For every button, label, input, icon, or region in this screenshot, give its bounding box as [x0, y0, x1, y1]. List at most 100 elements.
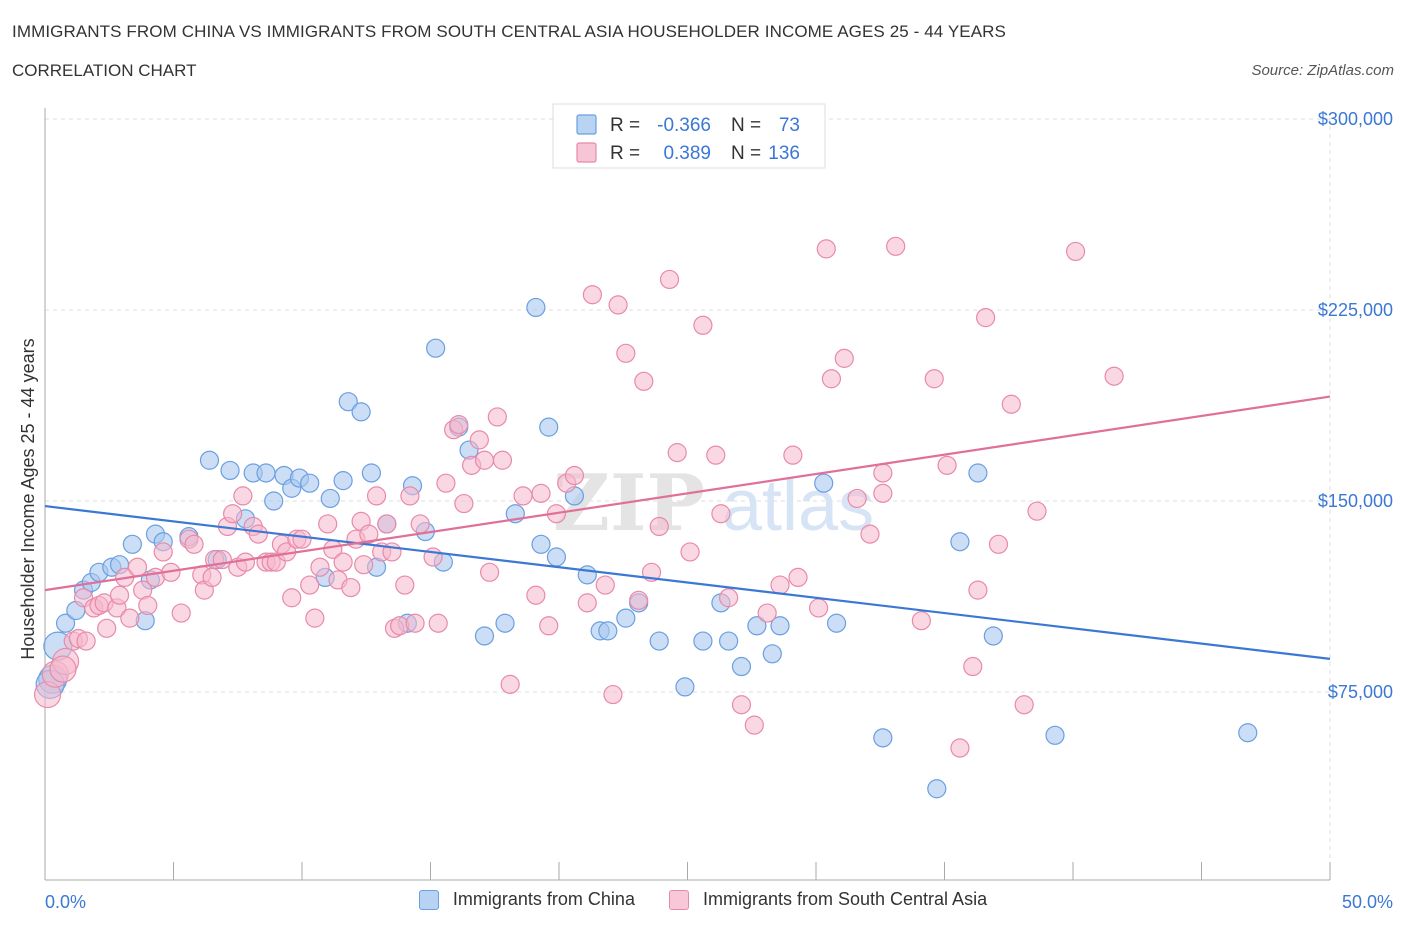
sca-point-109	[788, 567, 808, 588]
china-point-42	[495, 613, 515, 633]
sca-point-22	[171, 603, 191, 623]
china-point-37	[426, 338, 446, 358]
legend-item-china[interactable]: Immigrants from China	[418, 889, 635, 910]
sca-point-16	[127, 557, 148, 577]
sca-point-71	[449, 415, 469, 435]
china-point-55	[675, 677, 695, 697]
trend-line-china	[44, 505, 1331, 660]
y-tick-label-1: $150,000	[1318, 491, 1393, 511]
sca-point-46	[305, 608, 325, 628]
sca-point-15	[120, 608, 140, 628]
sca-point-24	[184, 534, 204, 554]
china-point-25	[300, 473, 320, 493]
sca-point-91	[608, 295, 628, 315]
legend-box-swatch-1	[576, 142, 597, 163]
legend-box-n-value-1: 136	[768, 143, 800, 164]
china-point-17	[220, 460, 240, 481]
sca-point-80	[513, 486, 533, 506]
china-point-41	[474, 626, 495, 646]
china-point-63	[814, 473, 834, 493]
sca-point-42	[282, 588, 302, 608]
sca-point-89	[595, 575, 615, 595]
chart-subtitle: CORRELATION CHART	[12, 61, 197, 80]
sca-point-111	[821, 369, 842, 389]
sca-point-82	[531, 483, 551, 503]
sca-point-106	[757, 603, 777, 623]
china-point-64	[826, 613, 847, 633]
sca-point-104	[731, 695, 752, 715]
sca-point-124	[988, 534, 1009, 554]
china-point-58	[719, 631, 739, 651]
sca-point-52	[341, 577, 361, 598]
y-axis-title: Householder Income Ages 25 - 44 years	[18, 338, 38, 659]
china-point-56	[693, 631, 713, 651]
legend-item-sca[interactable]: Immigrants from South Central Asia	[668, 889, 987, 910]
sca-point-63	[395, 575, 415, 595]
sca-point-98	[667, 443, 687, 463]
sca-point-57	[366, 486, 387, 506]
china-point-45	[531, 534, 551, 554]
sca-point-55	[354, 555, 374, 575]
china-point-68	[968, 463, 988, 483]
legend-label-china: Immigrants from China	[452, 889, 635, 909]
sca-point-115	[873, 483, 893, 503]
legend-box-swatch-0	[576, 114, 597, 135]
legend-swatch-sca	[668, 889, 689, 910]
sca-point-117	[911, 611, 931, 631]
sca-point-68	[428, 613, 448, 633]
legend-box-frame	[552, 103, 826, 169]
sca-point-48	[318, 514, 338, 534]
sca-point-130	[873, 463, 893, 483]
sca-point-74	[469, 430, 489, 450]
sca-point-66	[410, 514, 430, 534]
sca-point-79	[500, 674, 520, 694]
sca-point-93	[629, 590, 649, 610]
sca-point-101	[706, 445, 726, 465]
x-tick-label-min: 0.0%	[45, 892, 86, 912]
sca-point-88	[582, 285, 603, 305]
china-point-28	[333, 471, 353, 491]
correlation-legend: R = -0.366 N = 73 R = 0.389 N = 136	[552, 103, 826, 169]
trend-line-sca	[44, 395, 1331, 592]
sca-point-31	[223, 504, 243, 524]
legend-box-n-label-0: N =	[731, 115, 761, 136]
china-point-31	[361, 463, 381, 483]
china-point-52	[616, 608, 636, 628]
sca-point-110	[808, 598, 829, 618]
sca-point-51	[333, 552, 353, 572]
sca-point-47	[310, 557, 330, 577]
sca-point-105	[744, 715, 764, 735]
china-point-65	[873, 728, 893, 748]
china-point-49	[577, 565, 597, 585]
china-point-44	[526, 297, 546, 318]
trend-lines	[44, 395, 1331, 660]
sca-point-127	[1014, 695, 1034, 715]
sca-point-102	[711, 504, 731, 524]
sca-point-90	[603, 684, 623, 705]
sca-point-123	[976, 308, 996, 328]
sca-point-92	[616, 343, 636, 363]
china-point-27	[320, 488, 340, 509]
source-label: Source: ZipAtlas.com	[1251, 62, 1394, 79]
china-point-60	[747, 616, 767, 636]
china-point-70	[1045, 725, 1065, 745]
china-point-20	[256, 463, 276, 483]
china-point-62	[770, 616, 790, 636]
legend-box-r-value-1: 0.389	[663, 143, 711, 164]
y-tick-label-3: $300,000	[1318, 109, 1393, 129]
sca-point-3	[49, 655, 77, 683]
sca-point-83	[539, 616, 559, 636]
sca-point-78	[492, 450, 513, 470]
sca-point-129	[1104, 366, 1124, 386]
sca-point-122	[968, 580, 988, 600]
sca-point-100	[693, 315, 713, 335]
sca-point-27	[202, 567, 222, 588]
china-point-54	[649, 631, 669, 651]
sca-point-44	[292, 529, 312, 549]
sca-point-116	[886, 236, 906, 256]
legend-box-n-label-1: N =	[731, 143, 761, 164]
china-point-9	[122, 534, 142, 554]
sca-point-75	[474, 450, 495, 470]
sca-point-18	[138, 595, 158, 616]
china-point-47	[546, 547, 567, 567]
